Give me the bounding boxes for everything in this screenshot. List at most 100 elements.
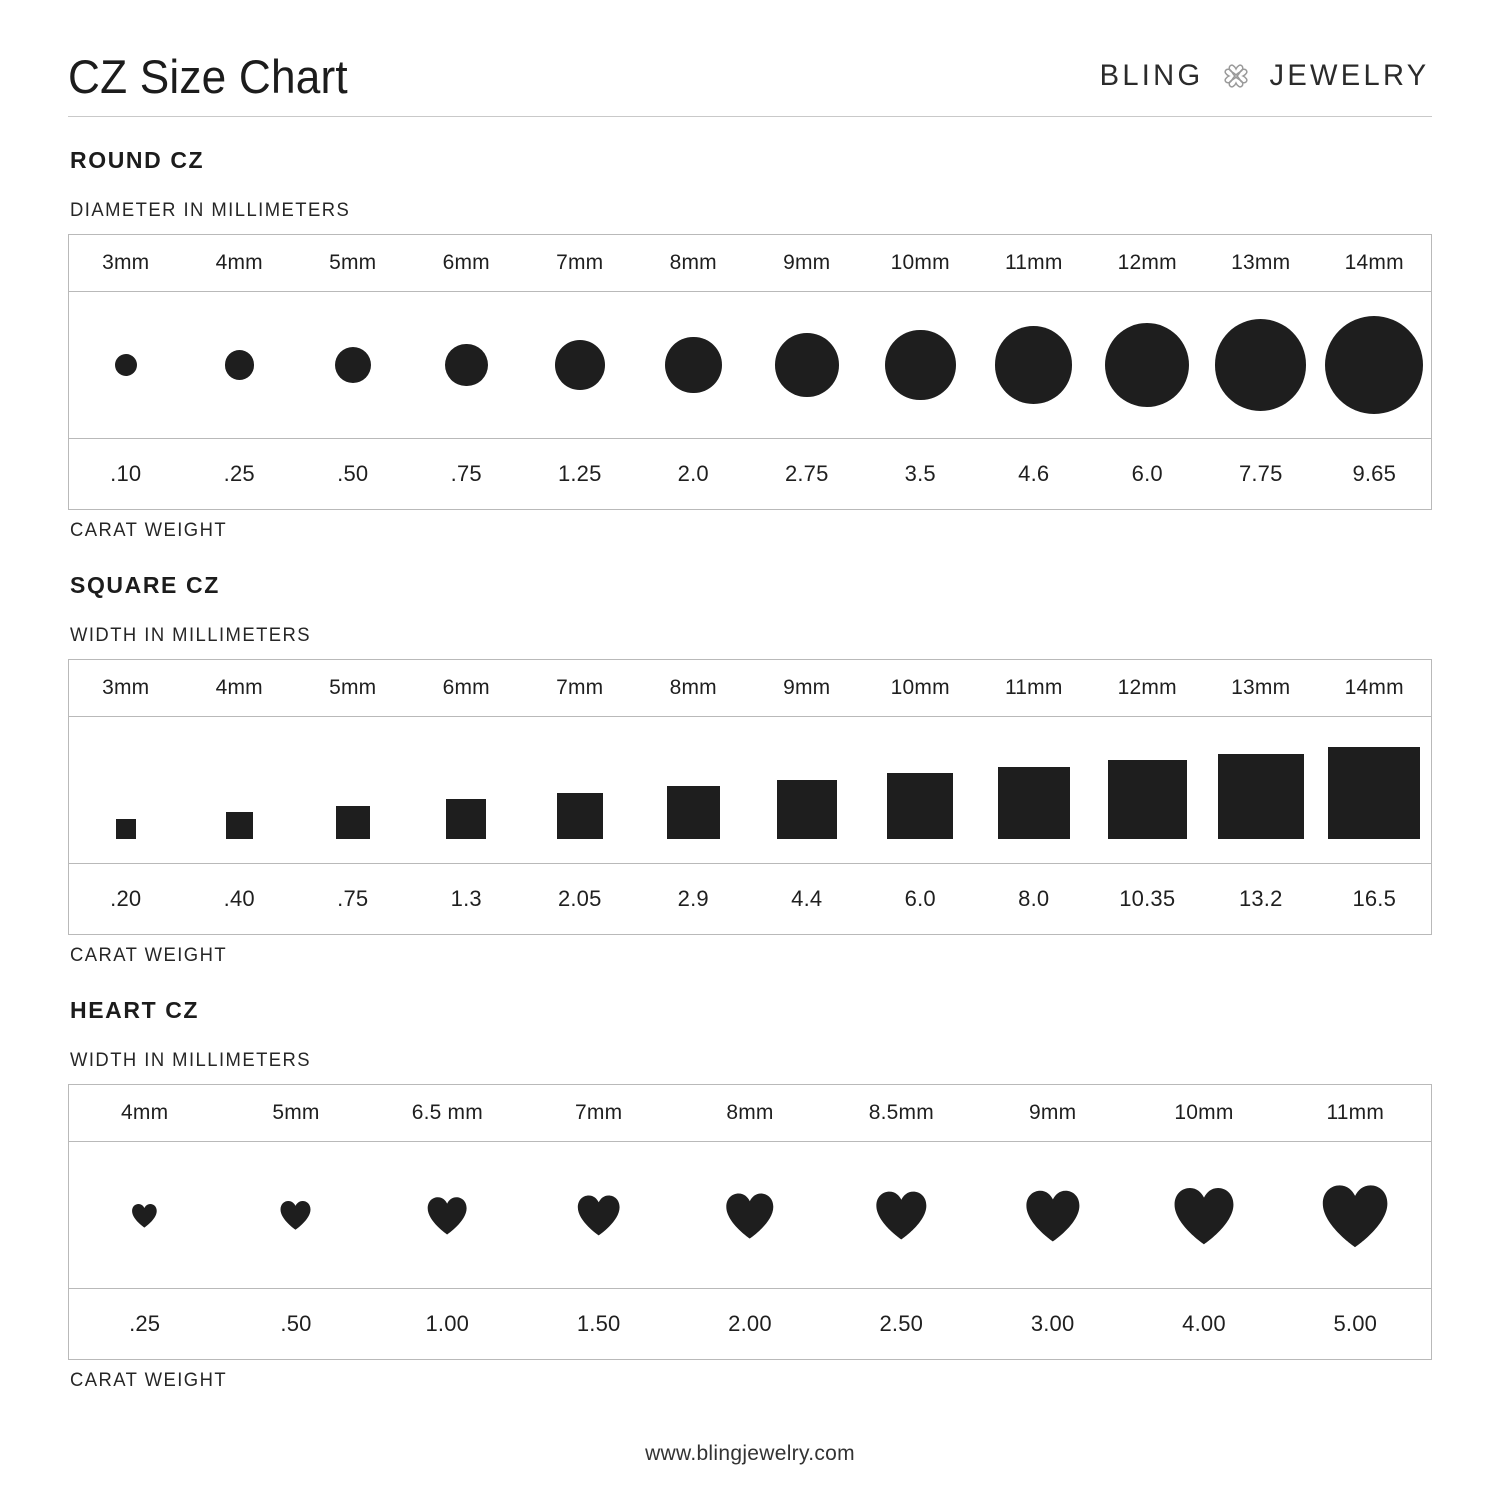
carat-cell: .75 <box>450 461 482 486</box>
size-header-cell: 8mm <box>726 1101 774 1124</box>
square-cz-swatch <box>666 786 720 839</box>
carat-cell: .25 <box>223 461 255 486</box>
round-cz-swatch <box>444 343 488 387</box>
heart-cz-swatch <box>576 1194 621 1236</box>
carat-cell: 2.00 <box>728 1311 772 1336</box>
square-cz-swatch <box>446 799 487 839</box>
carat-cell: 1.00 <box>425 1311 470 1336</box>
size-header-cell: 6.5 mm <box>411 1101 483 1124</box>
shape-cell <box>977 1142 1128 1288</box>
axis-label-heart: WIDTH IN MILLIMETERS <box>70 1050 312 1071</box>
round-cz-swatch <box>1325 315 1424 415</box>
page-header: CZ Size Chart BLING JEWELRY <box>68 28 1432 100</box>
carat-cell: 2.75 <box>784 461 829 486</box>
shape-cell <box>826 1142 977 1288</box>
size-header-cell: 11mm <box>1326 1101 1385 1124</box>
section-title-round: ROUND CZ <box>70 147 205 173</box>
square-cz-swatch <box>336 805 370 839</box>
carat-cell: 6.0 <box>1131 461 1163 486</box>
size-header-cell: 4mm <box>215 676 263 699</box>
shape-cell <box>750 292 864 438</box>
shape-cell <box>220 1142 371 1288</box>
size-header-cell: 7mm <box>556 676 604 699</box>
size-header-row: 3mm 4mm 5mm 6mm 7mm 8mm 9mm 10mm 11mm 12mm 13mm 14m… <box>69 660 1431 717</box>
carat-cell: 3.00 <box>1030 1311 1075 1336</box>
heart-cz-swatch <box>724 1192 776 1239</box>
square-cz-swatch <box>887 773 954 839</box>
carat-cell: 2.9 <box>677 886 709 911</box>
shape-cell <box>523 1142 674 1288</box>
size-header-cell: 4mm <box>121 1101 169 1124</box>
shape-cell <box>1318 292 1432 438</box>
shape-cell <box>864 717 978 863</box>
round-cz-swatch <box>1215 319 1307 411</box>
carat-cell: 9.65 <box>1352 461 1397 486</box>
carat-cell: 1.3 <box>450 886 482 911</box>
size-header-cell: 5mm <box>329 676 377 699</box>
shape-row <box>69 717 1431 864</box>
heart-cz-swatch <box>1320 1183 1390 1248</box>
logo-word-jewelry: JEWELRY <box>1269 59 1430 92</box>
carat-row: .20 .40 .75 1.3 2.05 2.9 4.4 6.0 8.0 10.35 13.2 16.… <box>69 864 1431 934</box>
carat-weight-caption-round: CARAT WEIGHT <box>70 520 228 541</box>
square-cz-swatch <box>1328 747 1421 839</box>
carat-weight-caption-square: CARAT WEIGHT <box>70 945 228 966</box>
shape-cell <box>1091 717 1205 863</box>
size-table-heart: 4mm 5mm 6.5 mm 7mm 8mm 8.5mm 9mm 10mm 11mm .25 .50… <box>68 1084 1432 1360</box>
heart-cz-swatch <box>1024 1189 1082 1242</box>
shape-cell <box>637 717 751 863</box>
size-header-cell: 9mm <box>783 676 831 699</box>
shape-cell <box>523 292 637 438</box>
shape-cell <box>637 292 751 438</box>
carat-cell: 4.00 <box>1182 1311 1226 1336</box>
carat-cell: .50 <box>337 461 369 486</box>
shape-cell <box>69 717 183 863</box>
carat-cell: 7.75 <box>1238 461 1283 486</box>
logo-word-bling: BLING <box>1099 59 1204 92</box>
sections-container: ROUND CZ DIAMETER IN MILLIMETERS 3mm 4mm 5mm… <box>68 147 1432 1392</box>
carat-row: .25 .50 1.00 1.50 2.00 2.50 3.00 4.00 5.00 <box>69 1289 1431 1359</box>
shape-cell <box>410 717 524 863</box>
heart-cz-swatch <box>279 1200 312 1230</box>
carat-cell: .50 <box>280 1311 312 1336</box>
carat-cell: .10 <box>110 461 142 486</box>
round-cz-swatch <box>995 326 1073 404</box>
square-cz-swatch <box>997 766 1070 839</box>
section-square: SQUARE CZ WIDTH IN MILLIMETERS 3mm 4mm 5mm 6m… <box>68 572 1432 967</box>
shape-cell <box>1318 717 1432 863</box>
carat-cell: 1.25 <box>557 461 602 486</box>
shape-cell <box>69 292 183 438</box>
size-header-cell: 7mm <box>556 251 604 274</box>
shape-cell <box>1128 1142 1279 1288</box>
round-cz-swatch <box>774 333 839 397</box>
shape-cell <box>1091 292 1205 438</box>
square-cz-swatch <box>1218 753 1304 839</box>
size-header-cell: 8mm <box>669 676 717 699</box>
size-header-cell: 7mm <box>575 1101 623 1124</box>
size-header-cell: 6mm <box>442 676 490 699</box>
shape-row <box>69 1142 1431 1289</box>
shape-cell <box>183 717 297 863</box>
carat-cell: 2.05 <box>557 886 602 911</box>
shape-cell <box>977 717 1091 863</box>
square-cz-swatch <box>777 779 837 839</box>
size-header-cell: 5mm <box>272 1101 320 1124</box>
size-header-cell: 14mm <box>1344 251 1404 274</box>
header-divider <box>68 116 1432 117</box>
shape-cell <box>296 717 410 863</box>
square-cz-swatch <box>1107 760 1187 839</box>
size-header-cell: 3mm <box>102 251 150 274</box>
size-header-cell: 11mm <box>1004 251 1063 274</box>
size-header-cell: 5mm <box>329 251 377 274</box>
shape-cell <box>372 1142 523 1288</box>
square-cz-swatch <box>556 792 603 839</box>
size-header-cell: 13mm <box>1231 676 1291 699</box>
carat-cell: 10.35 <box>1119 886 1176 911</box>
footer-url: www.blingjewelry.com <box>645 1442 855 1465</box>
round-cz-swatch <box>224 350 254 380</box>
size-header-cell: 8mm <box>669 251 717 274</box>
shape-cell <box>750 717 864 863</box>
carat-cell: 2.0 <box>677 461 709 486</box>
size-header-cell: 9mm <box>783 251 831 274</box>
carat-weight-caption-heart: CARAT WEIGHT <box>70 1370 228 1391</box>
